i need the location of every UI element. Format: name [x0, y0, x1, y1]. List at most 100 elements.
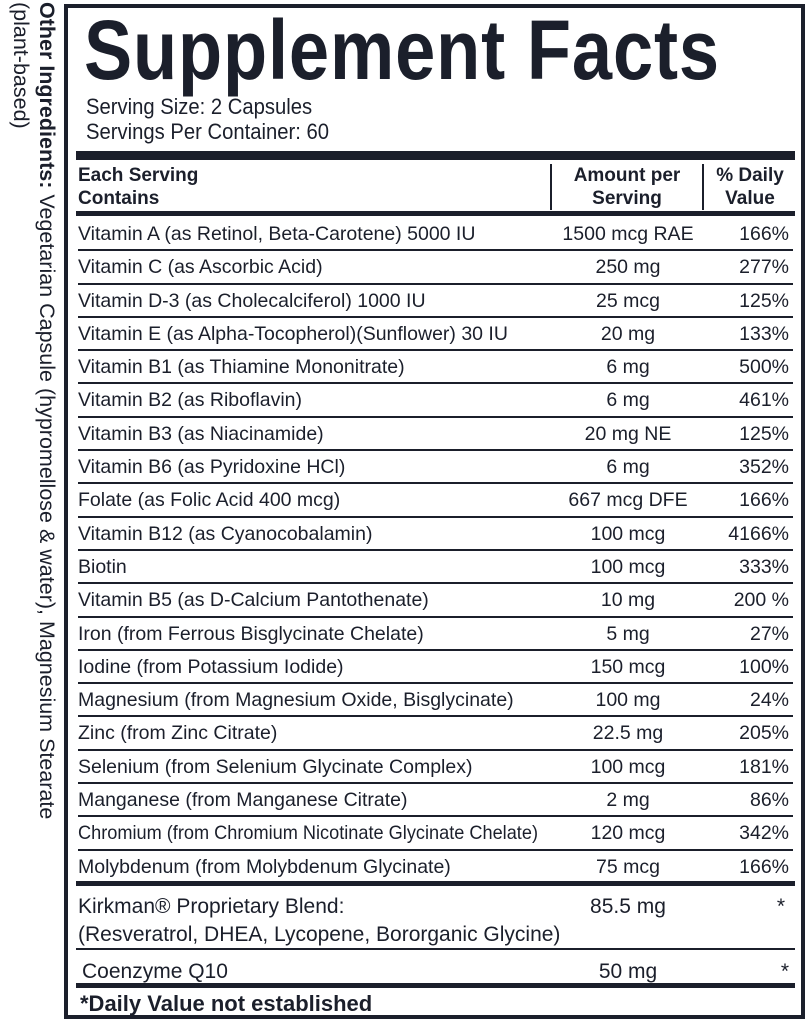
nutrient-amount: 100 mg [595, 689, 661, 712]
divider [76, 881, 795, 886]
nutrient-dv: 277% [739, 256, 789, 279]
table-row: Iron (from Ferrous Bisglycinate Chelate)… [78, 618, 793, 651]
nutrient-amount: 25 mcg [596, 289, 660, 312]
supplement-facts-panel: Supplement Facts Serving Size: 2 Capsule… [64, 3, 805, 1019]
table-row: Vitamin B5 (as D-Calcium Pantothenate) 10… [78, 584, 793, 618]
nutrient-name: Zinc (from Zinc Citrate) [78, 722, 278, 745]
coq10-amount: 50 mg [598, 960, 658, 983]
nutrient-name: Biotin [78, 555, 127, 578]
nutrient-name: Vitamin D-3 (as Cholecalciferol) 1000 IU [78, 289, 426, 312]
nutrient-dv: 24% [749, 689, 789, 712]
nutrient-dv: 200 % [733, 589, 789, 612]
nutrient-dv: 125% [739, 289, 789, 312]
table-row: Vitamin C (as Ascorbic Acid) 250 mg 277% [78, 251, 793, 285]
nutrient-dv: 86% [749, 789, 789, 812]
other-ingredients-text: Vegetarian Capsule (hypromellose & water… [35, 188, 59, 820]
nutrient-name: Vitamin B3 (as Niacinamide) [78, 422, 324, 445]
nutrient-name: Iron (from Ferrous Bisglycinate Chelate) [78, 622, 424, 645]
nutrient-dv: 100% [739, 655, 789, 678]
nutrient-dv: 133% [739, 322, 789, 345]
divider [76, 983, 795, 988]
divider [76, 151, 795, 160]
nutrient-name: Folate (as Folic Acid 400 mcg) [78, 489, 341, 512]
blend-dv: * [776, 895, 785, 918]
divider [76, 211, 795, 216]
table-row: Magnesium (from Magnesium Oxide, Bisglyc… [78, 684, 793, 718]
nutrient-name: Iodine (from Potassium Iodide) [78, 655, 344, 678]
nutrient-dv: 342% [739, 822, 789, 845]
nutrient-dv: 352% [739, 456, 789, 479]
nutrient-name: Magnesium (from Magnesium Oxide, Bisglyc… [78, 689, 514, 712]
other-ingredients-line2: (plant-based) [9, 2, 33, 129]
nutrient-name: Manganese (from Manganese Citrate) [78, 789, 408, 812]
nutrient-name: Vitamin B6 (as Pyridoxine HCl) [78, 456, 346, 479]
nutrient-amount: 100 mcg [590, 522, 666, 545]
nutrient-dv: 4166% [728, 522, 789, 545]
nutrient-amount: 6 mg [606, 356, 650, 379]
table-row: Vitamin B12 (as Cyanocobalamin) 100 mcg 41… [78, 518, 793, 551]
nutrient-amount: 250 mg [595, 256, 661, 279]
nutrient-dv: 205% [739, 722, 789, 745]
nutrient-dv: 166% [739, 223, 789, 245]
nutrient-name: Vitamin B1 (as Thiamine Mononitrate) [78, 356, 405, 379]
nutrient-amount: 150 mcg [590, 655, 666, 678]
table-row: Chromium (from Chromium Nicotinate Glyci… [78, 817, 793, 851]
nutrient-name: Selenium (from Selenium Glycinate Comple… [78, 755, 473, 778]
nutrient-amount: 6 mg [606, 389, 650, 412]
table-row: Molybdenum (from Molybdenum Glycinate) 75… [78, 851, 793, 882]
nutrient-name: Vitamin C (as Ascorbic Acid) [78, 256, 323, 279]
nutrient-amount: 1500 mcg RAE [562, 223, 694, 245]
table-header: Each Serving Contains Amount per Serving… [78, 162, 793, 210]
page-title: Supplement Facts [84, 3, 720, 97]
coq10-name: Coenzyme Q10 [82, 960, 228, 983]
nutrient-amount: 100 mcg [590, 555, 666, 578]
nutrient-amount: 100 mcg [590, 755, 666, 778]
header-amount: Amount per Serving [550, 164, 704, 210]
table-row: Folate (as Folic Acid 400 mcg) 667 mcg DF… [78, 484, 793, 518]
nutrient-dv: 27% [749, 622, 789, 645]
table-row: Biotin 100 mcg 333% [78, 551, 793, 585]
serving-size: Serving Size: 2 Capsules [86, 94, 313, 119]
nutrient-name: Vitamin B5 (as D-Calcium Pantothenate) [78, 589, 429, 612]
nutrient-amount: 667 mcg DFE [568, 489, 688, 512]
table-row: Iodine (from Potassium Iodide) 150 mcg 100… [78, 651, 793, 685]
nutrient-amount: 10 mg [600, 589, 656, 612]
nutrient-name: Vitamin A (as Retinol, Beta-Carotene) 50… [78, 223, 476, 245]
table-row: Vitamin B6 (as Pyridoxine HCl) 6 mg 352% [78, 451, 793, 485]
other-ingredients: Other Ingredients: Vegetarian Capsule (h… [0, 2, 60, 1018]
nutrient-dv: 333% [739, 555, 789, 578]
nutrient-name: Vitamin B2 (as Riboflavin) [78, 389, 302, 412]
nutrient-amount: 75 mcg [596, 855, 660, 878]
nutrient-dv: 166% [739, 489, 789, 512]
header-daily-value: % Daily Value [716, 165, 784, 209]
coenzyme-q10-row: Coenzyme Q10 50 mg * [82, 958, 793, 986]
table-row: Vitamin B3 (as Niacinamide) 20 mg NE 125% [78, 418, 793, 452]
nutrient-name: Vitamin B12 (as Cyanocobalamin) [78, 522, 373, 545]
nutrient-name: Chromium (from Chromium Nicotinate Glyci… [78, 822, 538, 845]
table-row: Vitamin A (as Retinol, Beta-Carotene) 50… [78, 218, 793, 252]
nutrient-table: Vitamin A (as Retinol, Beta-Carotene) 50… [78, 218, 793, 882]
table-row: Selenium (from Selenium Glycinate Comple… [78, 751, 793, 785]
table-row: Vitamin B1 (as Thiamine Mononitrate) 6 mg… [78, 351, 793, 385]
table-row: Vitamin E (as Alpha-Tocopherol)(Sunflowe… [78, 318, 793, 352]
divider [76, 948, 795, 950]
nutrient-amount: 6 mg [606, 456, 650, 479]
blend-ingredients: (Resveratrol, DHEA, Lycopene, Bororganic… [78, 923, 561, 946]
nutrient-amount: 2 mg [606, 789, 650, 812]
blend-amount: 85.5 mg [590, 895, 666, 918]
header-each-serving: Each Serving Contains [78, 165, 199, 209]
nutrient-dv: 125% [739, 422, 789, 445]
footnote: *Daily Value not established [80, 991, 373, 1016]
servings-per-container: Servings Per Container: 60 [86, 119, 330, 144]
blend-name: Kirkman® Proprietary Blend: [78, 895, 345, 918]
coq10-dv: * [780, 960, 789, 983]
nutrient-amount: 120 mcg [590, 822, 666, 845]
nutrient-amount: 5 mg [606, 622, 650, 645]
other-ingredients-label: Other Ingredients: [35, 2, 59, 189]
other-ingredients-line1: Other Ingredients: Vegetarian Capsule (h… [34, 2, 60, 1018]
nutrient-dv: 500% [739, 356, 789, 379]
table-row: Manganese (from Manganese Citrate) 2 mg 86… [78, 784, 793, 818]
nutrient-amount: 20 mg NE [584, 422, 672, 445]
table-row: Zinc (from Zinc Citrate) 22.5 mg 205% [78, 717, 793, 751]
proprietary-blend: Kirkman® Proprietary Blend: (Resveratrol… [78, 893, 793, 949]
